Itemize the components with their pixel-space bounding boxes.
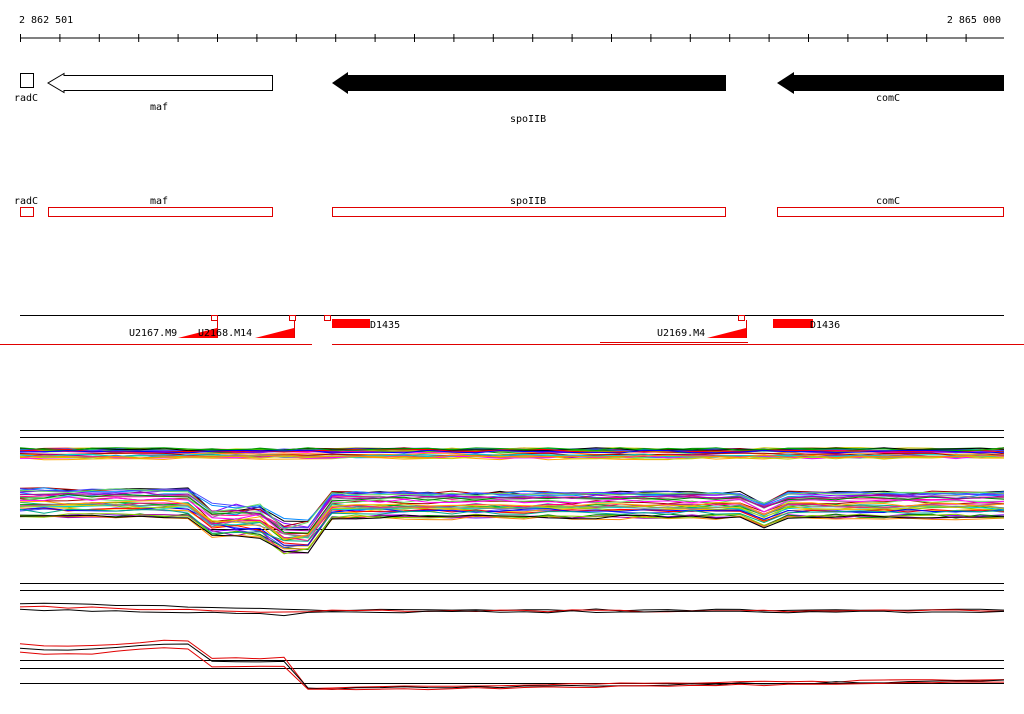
expression-profile-line — [19, 512, 1005, 553]
expression-profile-line — [19, 605, 1005, 613]
expression-panel-lower — [19, 583, 1005, 691]
feature-marker — [738, 315, 745, 321]
expression-profile-line — [19, 502, 1005, 538]
expression-profile-line — [19, 447, 1005, 452]
gene-track: radC maf spoIIB comC — [14, 72, 1004, 125]
expression-profile-line — [19, 515, 1005, 550]
expression-profile-line — [19, 507, 1005, 546]
ruler-start-label: 2 862 501 — [19, 15, 73, 26]
feature-U2167.M9-wedge[interactable] — [178, 328, 217, 338]
feature-marker — [211, 315, 218, 321]
gene-radC-box[interactable] — [20, 73, 34, 88]
cds-track: radC maf spoIIB comC — [14, 196, 1004, 217]
expression-profile-line — [19, 507, 1005, 547]
feature-D1436-block[interactable] — [773, 319, 813, 328]
cds-radC-label: radC — [14, 196, 38, 207]
gene-radC-label: radC — [14, 93, 38, 104]
expression-profile-line — [19, 454, 1005, 459]
feature-U2168.M14-wedge[interactable] — [255, 328, 294, 338]
expression-profile-line — [19, 487, 1005, 523]
expression-profile-line — [19, 639, 1005, 690]
feature-marker — [289, 315, 296, 321]
feature-D1435-label: D1435 — [370, 320, 400, 331]
expression-profile-line — [19, 513, 1005, 554]
feature-U2169.M4-wedge[interactable] — [707, 328, 746, 338]
expression-profile-line — [19, 488, 1005, 530]
expression-profile-line — [19, 643, 1005, 690]
gene-spoIIB-arrow[interactable] — [332, 72, 726, 94]
gene-maf-arrow[interactable] — [47, 72, 273, 94]
cds-spoIIB-box[interactable] — [332, 207, 726, 217]
expression-profile-line — [19, 488, 1005, 529]
gene-comC-label: comC — [876, 93, 900, 104]
coordinate-ruler: 2 862 501 2 865 000 — [19, 15, 1004, 42]
ruler-ticks — [20, 34, 967, 42]
expression-panel-upper — [19, 430, 1005, 555]
expression-profile-line — [19, 449, 1005, 454]
expression-profile-line — [19, 448, 1005, 453]
feature-marker — [324, 315, 331, 321]
cds-spoIIB-label: spoIIB — [510, 196, 546, 207]
cds-maf-label: maf — [150, 196, 168, 207]
expression-profile-line — [19, 499, 1005, 541]
expression-profile-line — [19, 608, 1005, 617]
cds-comC-label: comC — [876, 196, 900, 207]
expression-profile-line — [19, 513, 1005, 555]
cds-radC-box[interactable] — [20, 207, 34, 217]
ruler-end-label: 2 865 000 — [947, 15, 1001, 26]
feature-U2168.M14-label: U2168.M14 — [198, 328, 252, 339]
feature-D1436-label: D1436 — [810, 320, 840, 331]
expression-profiles-upper — [19, 447, 1005, 555]
cds-maf-box[interactable] — [48, 207, 273, 217]
expression-profile-line — [19, 496, 1005, 537]
feature-D1435-block[interactable] — [332, 319, 370, 328]
feature-track: U2167.M9 U2168.M14 D1435 U2169.M4 D1436 — [0, 315, 1024, 345]
feature-U2169.M4-label: U2169.M4 — [657, 328, 705, 339]
expression-profile-line — [19, 647, 1004, 691]
expression-profile-line — [19, 491, 1005, 532]
gene-maf-label: maf — [150, 102, 168, 113]
expression-profile-line — [19, 508, 1005, 542]
expression-profile-line — [19, 453, 1005, 458]
expression-profile-line — [19, 514, 1005, 554]
expression-profiles-lower — [19, 602, 1005, 691]
expression-profile-line — [19, 492, 1005, 529]
cds-comC-box[interactable] — [777, 207, 1004, 217]
feature-U2167.M9-label: U2167.M9 — [129, 328, 177, 339]
gene-comC-arrow[interactable] — [777, 72, 1004, 94]
gene-spoIIB-label: spoIIB — [510, 114, 546, 125]
